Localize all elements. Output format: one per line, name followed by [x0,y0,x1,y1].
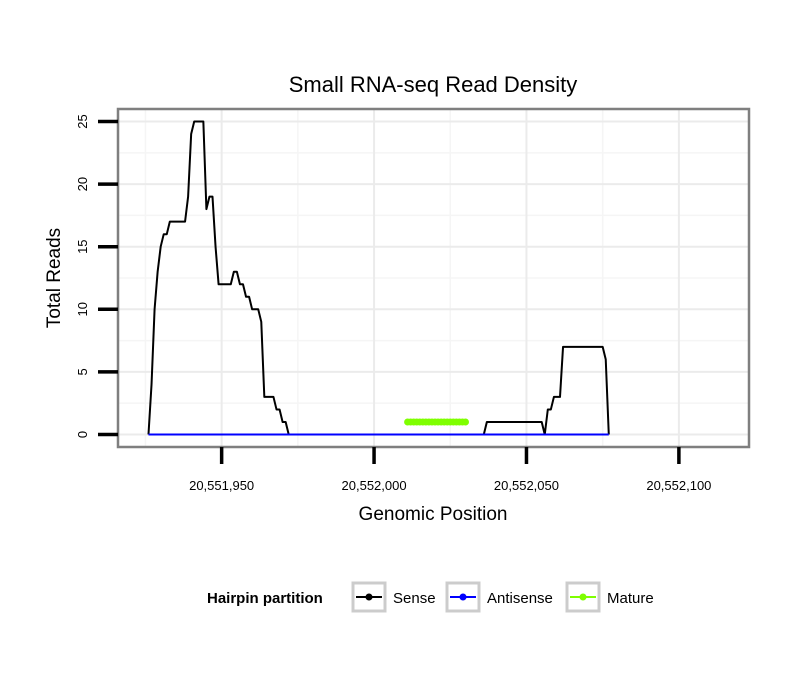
y-tick-label: 20 [75,177,90,191]
y-tick-label: 5 [75,368,90,375]
y-tick-label: 25 [75,114,90,128]
legend-label-mature: Mature [607,590,654,607]
y-tick-label: 0 [75,431,90,438]
x-tick-label: 20,552,000 [342,478,407,493]
x-axis: 20,551,950 20,552,000 20,552,050 20,552,100 [189,447,711,493]
legend: Hairpin partition Sense Antisense Mature [207,581,654,613]
data-point-mature [462,418,470,426]
legend-label-sense: Sense [393,590,436,607]
legend-point-sense [365,593,373,601]
x-tick-label: 20,552,100 [646,478,711,493]
legend-label-antisense: Antisense [487,590,553,607]
legend-point-mature [579,593,587,601]
y-tick-label: 15 [75,239,90,253]
chart-title: Small RNA-seq Read Density [289,72,578,97]
x-tick-label: 20,552,050 [494,478,559,493]
y-tick-label: 10 [75,302,90,316]
legend-title: Hairpin partition [207,590,323,607]
series-line-sense [147,120,610,436]
y-axis: 0 5 10 15 20 25 [75,114,118,438]
y-axis-title: Total Reads [44,228,65,328]
x-tick-label: 20,551,950 [189,478,254,493]
legend-items: Sense Antisense Mature [351,581,654,613]
x-axis-title: Genomic Position [359,504,508,525]
series-layer [147,120,610,436]
plot-border [116,107,751,449]
legend-point-antisense [459,593,467,601]
